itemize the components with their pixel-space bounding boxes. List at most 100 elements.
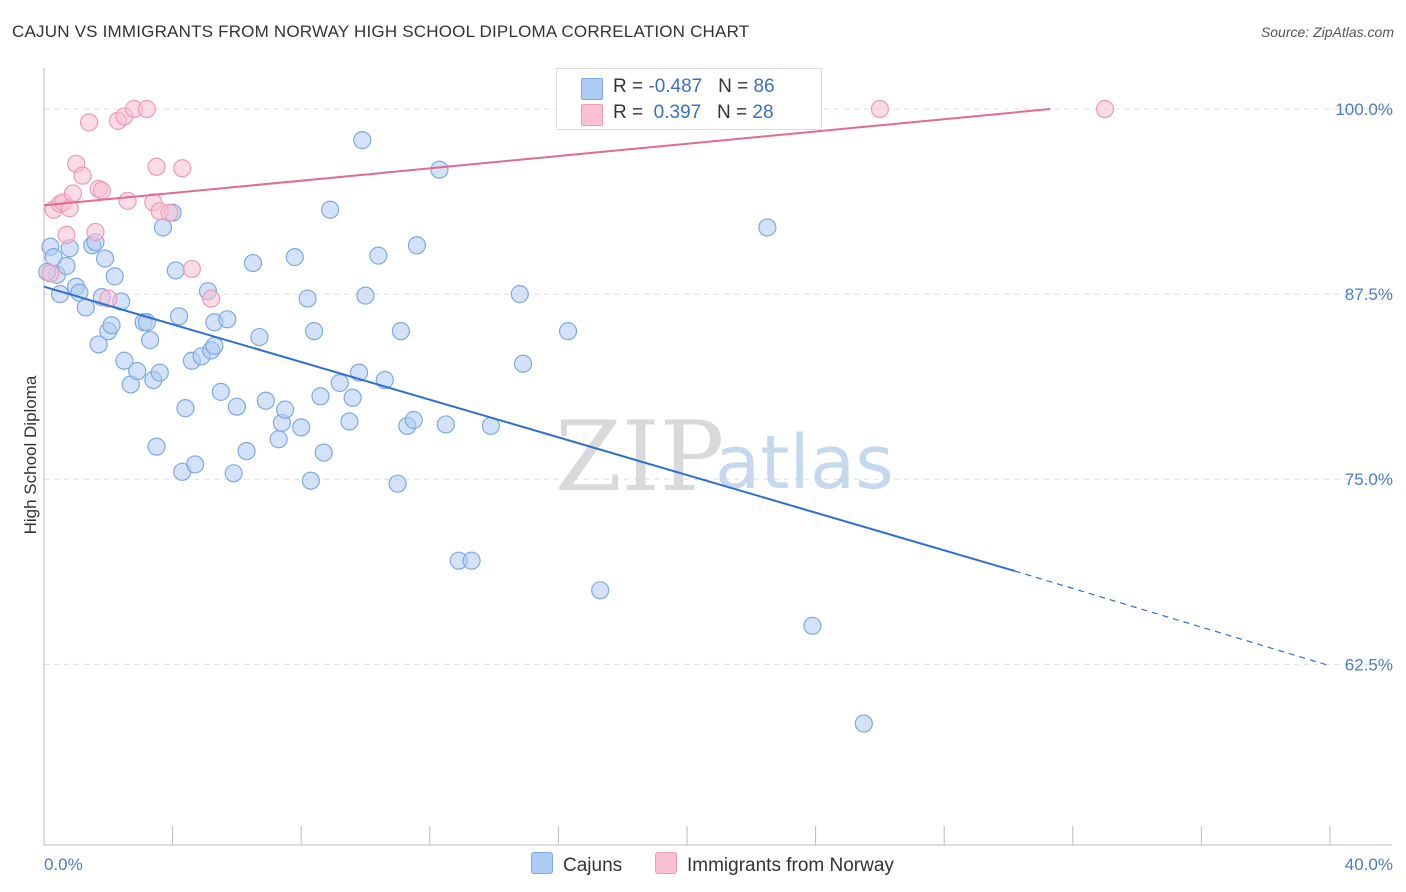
norway-point <box>86 222 105 242</box>
cajun-point <box>269 430 288 449</box>
bottom-legend-norway: Immigrants from Norway <box>655 852 894 877</box>
norway-point <box>118 191 137 210</box>
cajun-point <box>105 267 124 286</box>
y-tick-label: 87.5% <box>1345 285 1393 304</box>
cajun-point <box>391 322 410 341</box>
cajun-point <box>169 307 189 326</box>
cajun-point <box>166 261 185 280</box>
legend-row-norway: R = 0.397 N = 28 <box>557 101 774 127</box>
norway-n-label: N = <box>717 102 753 123</box>
cajun-point <box>436 415 455 434</box>
cajun-point <box>150 363 169 382</box>
y-tick-label: 62.5% <box>1345 655 1393 674</box>
cajun-point <box>205 336 224 356</box>
cajun-point <box>404 410 423 430</box>
cajun-point <box>237 441 256 461</box>
cajun-r-value: -0.487 <box>648 76 703 97</box>
cajun-point <box>211 382 230 401</box>
cajun-point <box>314 443 333 462</box>
cajun-point <box>803 616 822 635</box>
cajun-trend-line <box>43 285 1016 573</box>
norway-point <box>99 289 118 308</box>
grid-lines <box>44 108 1392 665</box>
norway-point <box>57 225 76 244</box>
norway-point <box>73 166 92 185</box>
norway-point <box>1095 99 1115 119</box>
cajun-point <box>115 351 134 370</box>
chart-title: CAJUN VS IMMIGRANTS FROM NORWAY HIGH SCH… <box>12 22 750 41</box>
cajun-n-value: 86 <box>753 76 775 97</box>
cajun-point <box>276 400 295 419</box>
cajun-point <box>513 354 533 373</box>
cajun-point <box>285 248 304 267</box>
cajun-point <box>353 131 372 150</box>
cajun-point <box>558 322 578 341</box>
axes <box>43 68 1392 846</box>
cajun-point <box>854 714 873 733</box>
cajun-point <box>407 236 427 255</box>
norway-point <box>202 289 221 308</box>
y-axis-title: High School Diploma <box>21 375 40 534</box>
norway-point <box>137 99 156 119</box>
cajun-r-label: R = <box>613 76 649 97</box>
cajun-points <box>38 131 873 733</box>
cajun-point <box>356 286 375 305</box>
norway-point <box>173 159 192 178</box>
cajun-point <box>292 418 311 437</box>
source-label: Source: ZipAtlas.com <box>1260 24 1394 40</box>
norway-point <box>182 259 201 279</box>
cajun-point <box>147 437 166 456</box>
cajun-point <box>224 464 243 483</box>
cajun-n-label: N = <box>718 76 754 97</box>
cajun-point <box>298 289 317 308</box>
norway-n-value: 28 <box>752 102 774 123</box>
watermark-zip: ZIP <box>555 401 724 513</box>
cajun-point <box>95 249 115 268</box>
norway-point <box>147 157 166 176</box>
cajun-point <box>591 581 610 600</box>
norway-legend-label: Immigrants from Norway <box>687 855 894 876</box>
norway-point <box>92 181 111 200</box>
cajun-point <box>510 285 529 304</box>
norway-trend-line <box>43 108 1051 207</box>
cajun-point <box>176 399 195 418</box>
norway-r-label: R = <box>613 102 649 123</box>
x-tick-label: 0.0% <box>44 855 83 874</box>
trend-lines <box>43 108 1331 667</box>
cajun-swatch <box>581 78 603 100</box>
y-tick-label: 75.0% <box>1345 470 1393 489</box>
norway-points <box>41 99 1115 308</box>
x-tick-label: 40.0% <box>1345 855 1393 874</box>
cajun-point <box>388 474 407 493</box>
y-tick-label: 100.0% <box>1335 100 1393 119</box>
cajun-point <box>758 218 777 237</box>
cajun-point <box>102 316 121 335</box>
cajun-point <box>243 253 263 273</box>
norway-legend-swatch <box>655 852 677 874</box>
cajun-point <box>369 246 388 265</box>
legend-row-cajun: R = -0.487 N = 86 <box>557 75 775 101</box>
tick-labels: 62.5% 75.0% 87.5% 100.0% 0.0% 40.0% <box>44 100 1393 874</box>
cajun-point <box>250 327 269 347</box>
norway-swatch <box>581 104 603 126</box>
cajun-point <box>186 455 205 474</box>
cajun-point <box>430 160 449 179</box>
norway-point <box>160 203 179 222</box>
cajun-point <box>227 397 246 416</box>
cajun-point <box>57 256 76 276</box>
cajun-trend-extension <box>1014 570 1331 667</box>
norway-r-value: 0.397 <box>648 102 702 123</box>
watermark: ZIP atlas <box>555 401 894 513</box>
correlation-legend: R = -0.487 N = 86 R = 0.397 N = 28 <box>556 68 822 130</box>
cajun-point <box>311 387 330 406</box>
norway-point <box>63 184 83 203</box>
cajun-point <box>256 391 275 410</box>
cajun-point <box>340 412 359 431</box>
norway-point <box>79 113 99 132</box>
watermark-atlas: atlas <box>715 420 894 506</box>
cajun-point <box>89 335 108 354</box>
norway-point <box>41 264 60 283</box>
cajun-legend-swatch <box>531 852 553 874</box>
cajun-point <box>321 200 340 219</box>
